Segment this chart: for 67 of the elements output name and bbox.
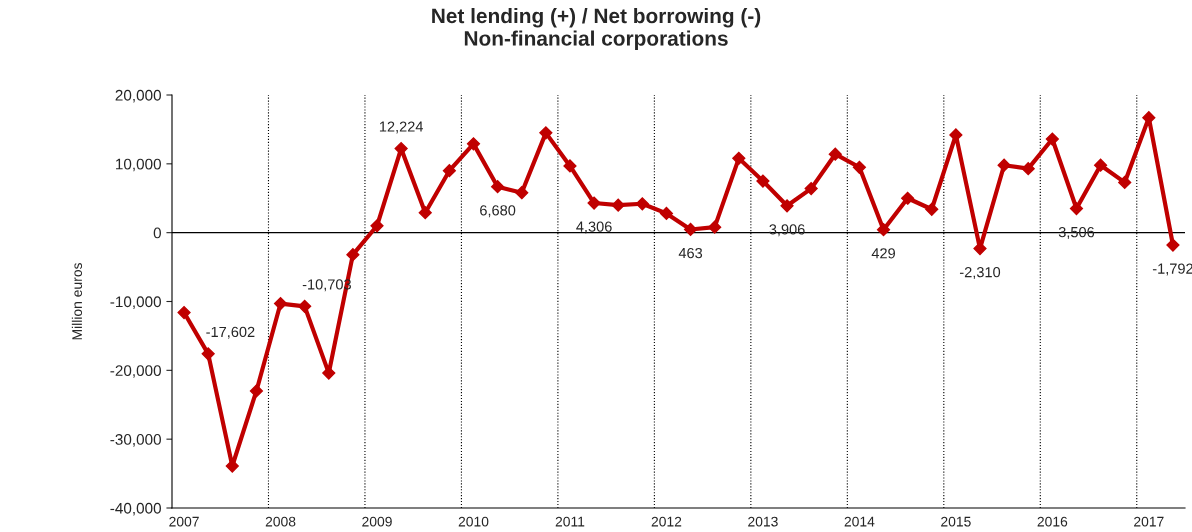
point [901,191,915,205]
point [997,158,1011,172]
x-tick-label: 2011 [555,516,585,527]
data-label: 6,680 [480,205,516,218]
point [1021,162,1035,176]
point [298,299,312,313]
point [683,222,698,237]
data-label: 12,224 [379,121,424,134]
point [466,137,481,151]
y-tick-label: 0 [153,227,161,239]
chart-title: Net lending (+) / Net borrowing (-) Non-financial corporations [432,7,761,50]
point [394,141,408,156]
data-label: 463 [678,247,703,259]
point [539,126,553,140]
point [708,220,722,234]
x-tick-label: 2014 [844,516,875,527]
point [732,151,746,165]
point [249,384,264,398]
data-label: -1,792 [1152,263,1192,276]
x-tick-label: 2008 [265,516,296,527]
point [346,248,360,262]
point [225,459,239,473]
y-axis-title: Million euros [71,263,83,340]
point [756,174,770,188]
point [370,219,384,233]
point [273,296,288,311]
point [322,366,336,380]
point [611,198,625,212]
point [1166,238,1180,252]
point [1045,132,1059,146]
y-tick-label: 10,000 [116,158,161,172]
point [442,164,456,178]
point [418,206,432,220]
y-tick-label: 20,000 [115,89,161,103]
point [804,182,818,196]
point [491,180,505,194]
point [635,197,649,211]
y-tick-label: -20,000 [110,365,161,378]
point [925,202,939,216]
x-tick-label: 2009 [362,516,392,527]
x-tick-label: 2007 [169,516,199,527]
point [587,196,601,210]
y-tick-label: -30,000 [110,434,161,447]
point [563,159,577,173]
point [852,160,866,174]
y-tick-label: -40,000 [110,502,161,516]
point [780,199,794,213]
x-tick-label: 2010 [458,516,489,527]
point [659,206,674,220]
point [515,186,529,200]
x-tick-label: 2013 [748,516,778,527]
point [876,223,891,237]
point [177,305,191,320]
data-label: -17,602 [206,326,255,339]
data-label: -2,310 [959,267,1001,280]
y-tick-label: -10,000 [110,296,161,309]
point [201,347,215,361]
x-tick-label: 2015 [941,516,971,527]
point [828,147,842,161]
data-label: 4,306 [576,221,612,234]
data-label: 429 [871,248,895,259]
point [1093,158,1108,172]
point [1069,201,1084,216]
point [1118,175,1132,190]
x-tick-label: 2016 [1037,516,1068,527]
x-tick-label: 2012 [651,516,682,527]
x-tick-label: 2017 [1134,516,1164,527]
